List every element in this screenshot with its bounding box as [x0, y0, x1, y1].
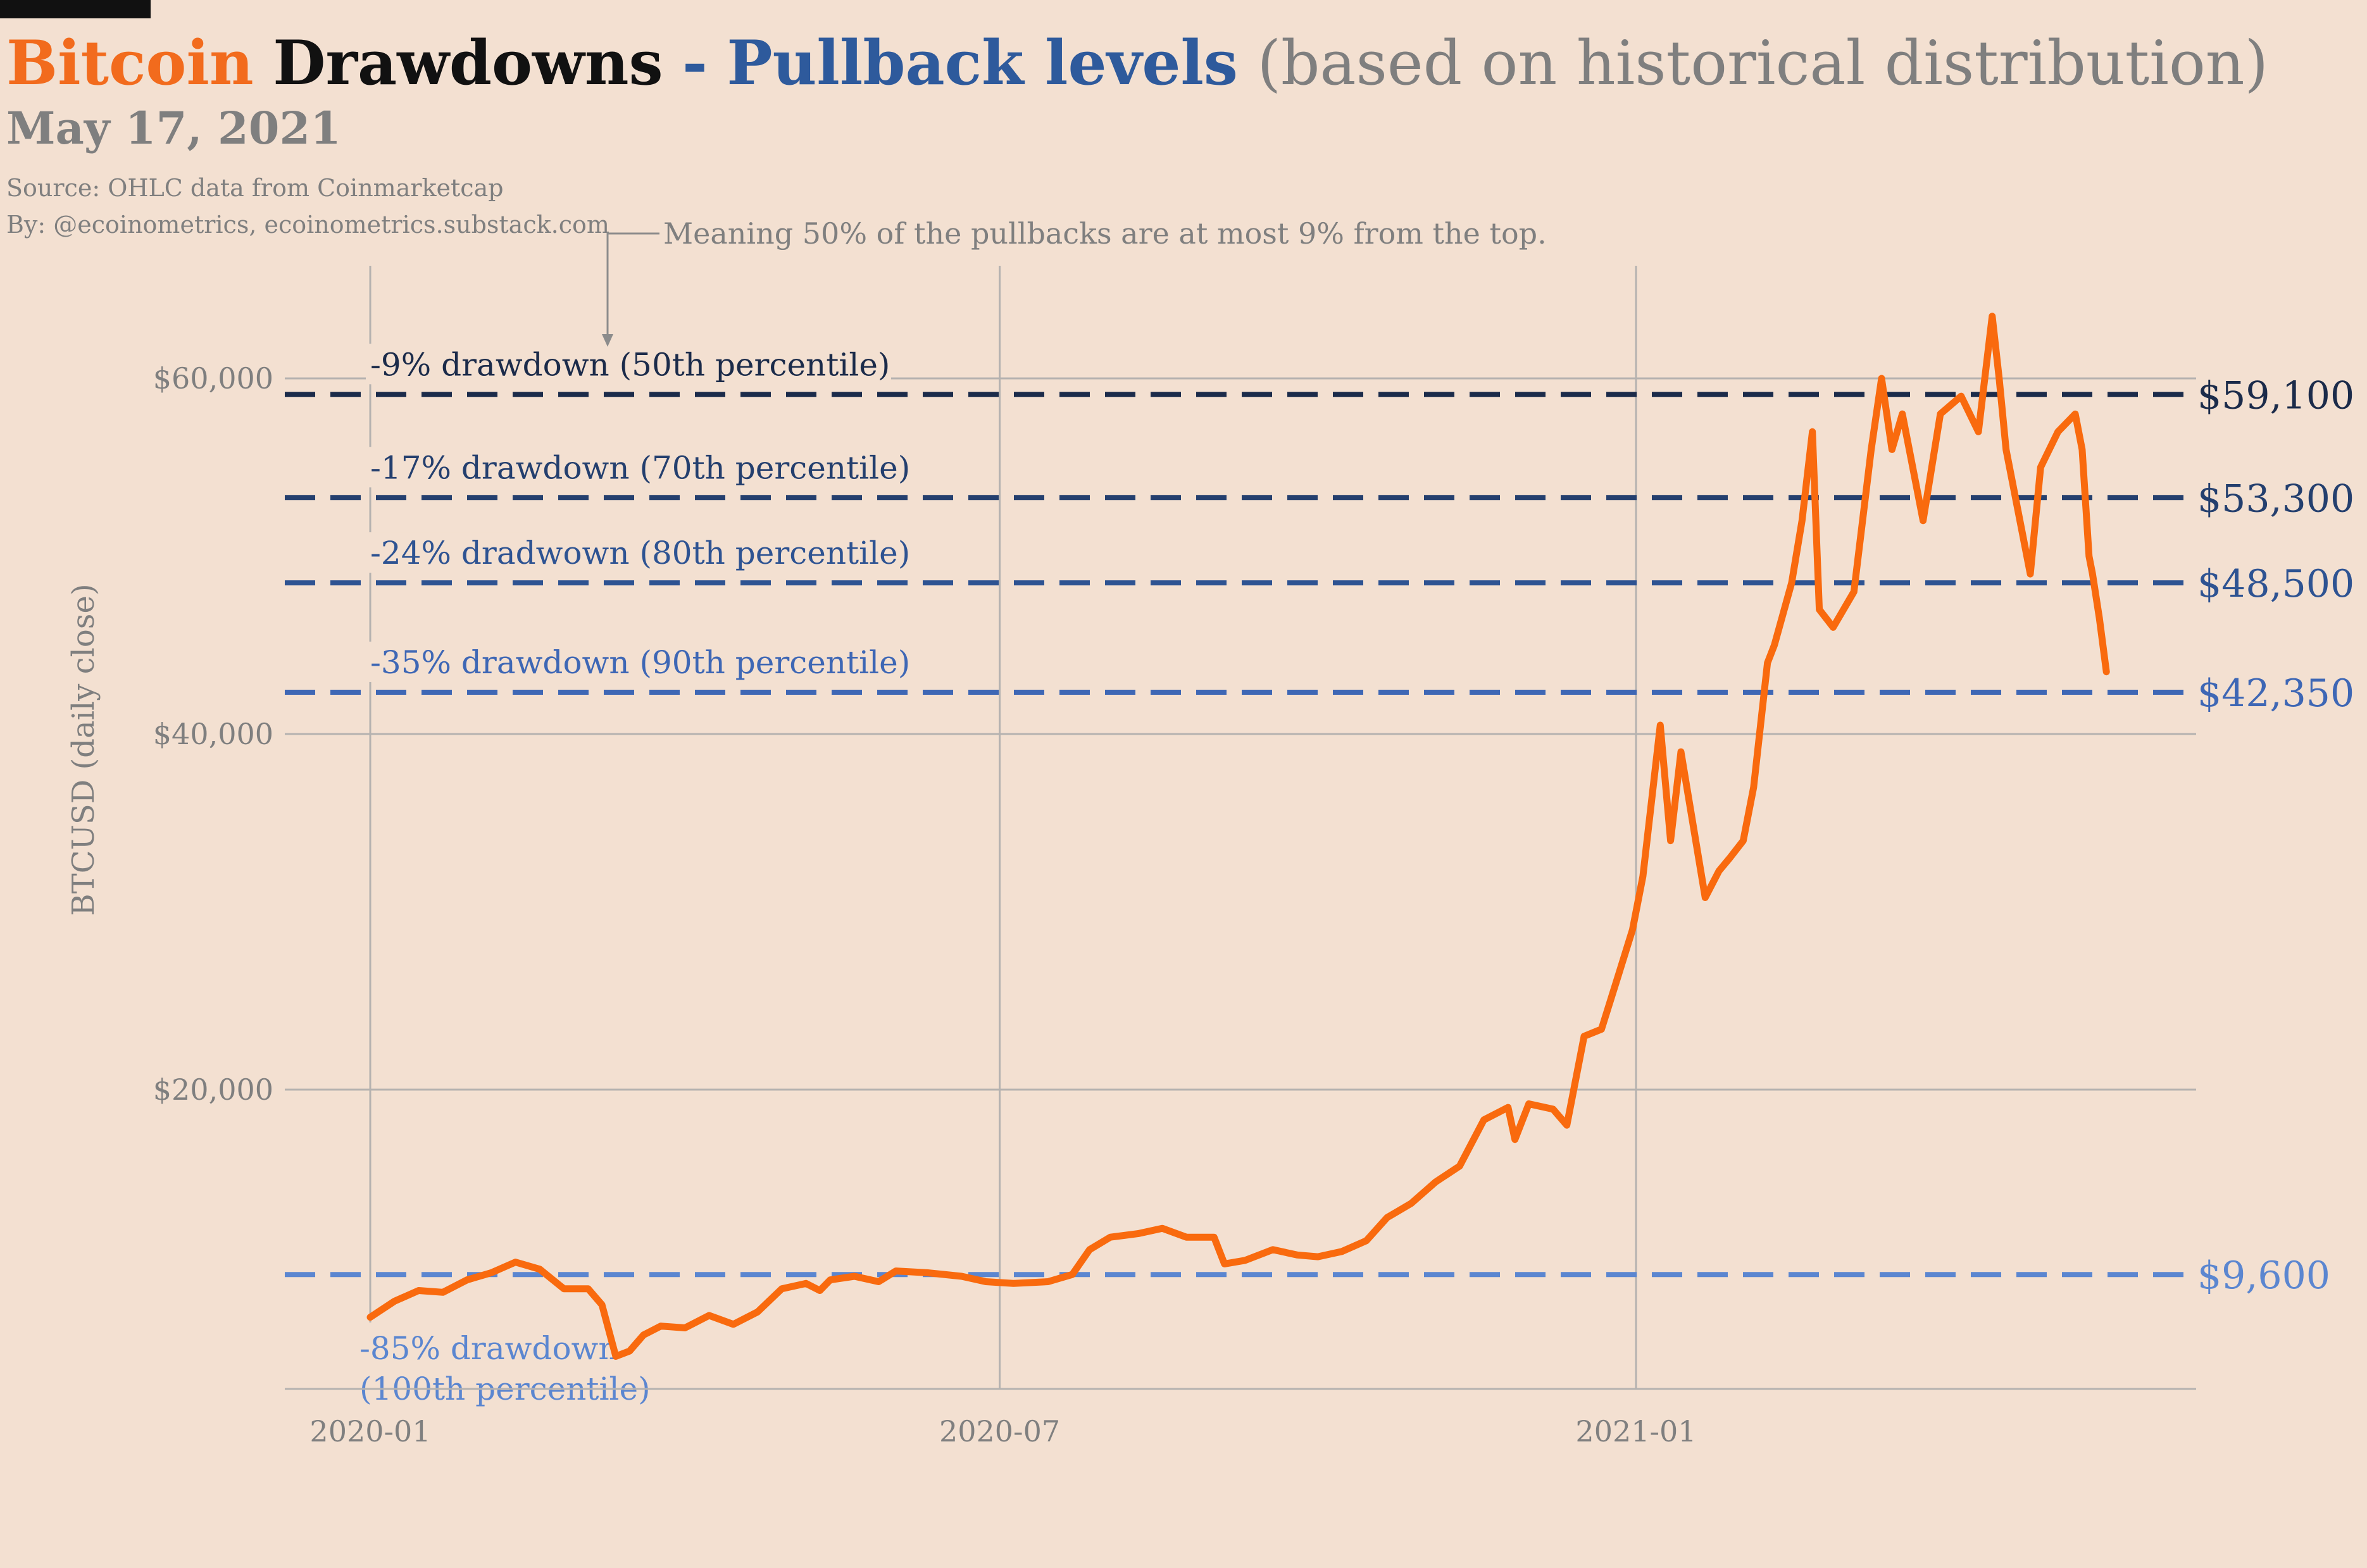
- level-label-backdrop: [366, 641, 908, 682]
- title-pullback-levels: Pullback levels: [727, 27, 1238, 99]
- y-axis-label: BTCUSD (daily close): [66, 583, 101, 916]
- source-note: Source: OHLC data from Coinmarketcap: [6, 174, 504, 202]
- level-label-backdrop: [366, 447, 908, 488]
- x-tick-label: 2020-01: [309, 1414, 430, 1448]
- annotation-group: Meaning 50% of the pullbacks are at most…: [602, 216, 1547, 347]
- y-tick-label: $60,000: [153, 361, 273, 395]
- level-label-backdrop: [366, 344, 891, 385]
- chart-title: Bitcoin Drawdowns - Pullback levels (bas…: [6, 25, 2268, 101]
- title-drawdowns: Drawdowns: [273, 27, 663, 99]
- y-tick-label: $40,000: [153, 717, 273, 751]
- level-label: -9% drawdown (50th percentile): [370, 346, 890, 383]
- annotation-arrowhead: [602, 334, 613, 347]
- level-value-label: $48,500: [2197, 562, 2354, 606]
- level-value-label: $53,300: [2197, 476, 2354, 521]
- pullback-levels: $59,100 -9% drawdown (50th percentile) $53…: [285, 344, 2354, 1409]
- x-tick-label: 2021-01: [1575, 1414, 1696, 1448]
- level-label: -17% drawdown (70th percentile): [370, 449, 910, 486]
- title-qualifier: (based on historical distribution): [1257, 28, 2269, 99]
- y-tick-label: $20,000: [153, 1073, 273, 1107]
- level-label-backdrop: [358, 1322, 636, 1409]
- annotation-text: Meaning 50% of the pullbacks are at most…: [663, 216, 1547, 251]
- axes: $20,000 $40,000 $60,000 2020-01 2020-07 2021-…: [66, 361, 2196, 1448]
- chart-date: May 17, 2021: [6, 102, 341, 154]
- level-label: -85% drawdown: [359, 1330, 619, 1367]
- price-series: [366, 313, 2110, 1360]
- corner-tab: [0, 0, 151, 18]
- level-label-backdrop: [366, 532, 908, 573]
- level-value-label: $9,600: [2197, 1254, 2330, 1298]
- level-value-label: $42,350: [2197, 671, 2354, 716]
- x-tick-label: 2020-07: [939, 1414, 1060, 1448]
- level-value-label: $59,100: [2197, 373, 2354, 418]
- byline: By: @ecoinometrics, ecoinometrics.substa…: [6, 211, 609, 239]
- title-bitcoin: Bitcoin: [6, 27, 254, 99]
- level-label: -24% dradwown (80th percentile): [370, 535, 910, 571]
- title-separator: -: [682, 27, 708, 99]
- level-label: -35% drawdown (90th percentile): [370, 644, 910, 681]
- annotation-leader: [606, 232, 659, 337]
- price-line: [366, 313, 2110, 1360]
